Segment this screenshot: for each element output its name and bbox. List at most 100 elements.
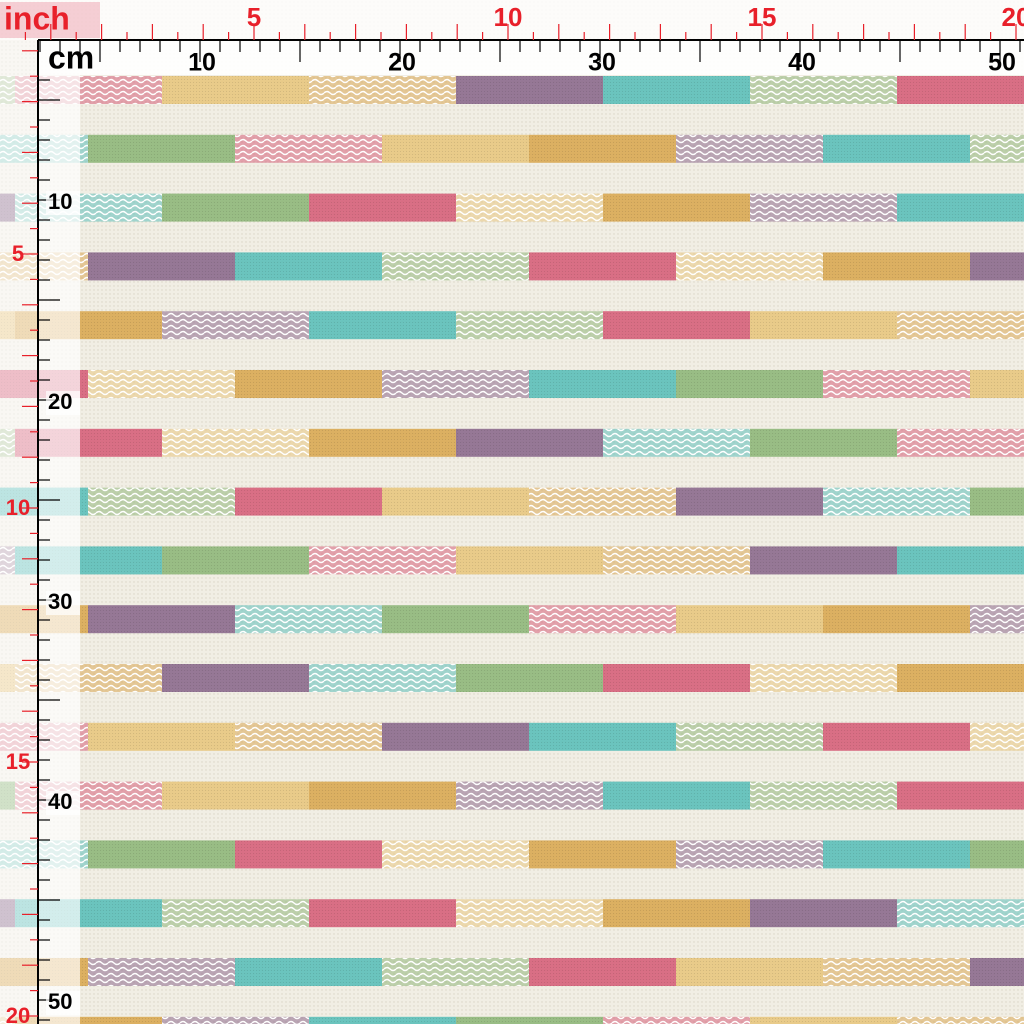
stripe-wave [897,1016,1024,1024]
stripe-dots [529,840,676,869]
stripe-wave [750,781,897,810]
stripe-dots [309,899,456,928]
stripe-dots [823,840,970,869]
inch-label-left: 5 [12,241,24,266]
cm-ruler-band [38,40,1024,75]
stripe-dots [529,958,676,986]
inch-unit-label: inch [4,0,70,36]
stripe-dots [382,722,529,751]
stripe-dots [897,664,1024,692]
stripe-dots [897,193,1024,222]
stripe-wave [309,664,456,692]
stripe-dots [970,958,1024,986]
cm-unit-label: cm [48,39,94,75]
cm-label-bg [46,591,80,615]
stripe-wave [456,311,603,340]
stripe-dots [970,487,1024,516]
stripe-dots [750,428,897,457]
cm-label-bg [46,791,80,815]
stripe-dots [88,840,235,869]
stripe-wave [529,605,676,634]
stripe-wave [676,840,823,869]
cm-label-left: 40 [48,789,72,814]
stripe-dots [235,840,382,869]
stripe-wave [676,252,823,281]
stripe-dots [823,134,970,163]
inch-ruler-band-left [0,40,38,1024]
stripe-wave [235,134,382,163]
stripe-dots [382,605,529,634]
stripe-wave [750,664,897,692]
stripe-wave [88,958,235,986]
cm-label-bg [46,991,80,1015]
inch-ruler-band [0,0,1024,40]
stripe-dots [309,1016,456,1024]
stripe-dots [603,664,750,692]
stripe-dots [15,1016,162,1024]
stripe-wave [897,899,1024,928]
stripe-dots [235,252,382,281]
stripe-dots [309,311,456,340]
stripe-dots [309,781,456,810]
inch-label: 15 [748,2,777,32]
cm-label: 40 [788,49,816,77]
cm-label: 20 [388,49,416,77]
stripe-dots [88,252,235,281]
stripe-dots [235,958,382,986]
stripe-dots [676,958,823,986]
stripe-pattern [0,76,1024,1024]
cm-label-left: 50 [48,989,72,1014]
stripe-wave [382,252,529,281]
stripe-dots [676,370,823,398]
stripe-dots [456,664,603,692]
inch-label-left: 15 [6,749,30,774]
cm-label: 10 [188,49,216,77]
stripe-wave [162,1016,309,1024]
stripe-dots [88,722,235,751]
stripe-dots [529,252,676,281]
stripe-dots [382,487,529,516]
stripe-dots [235,370,382,398]
stripe-wave [456,193,603,222]
stripe-dots [162,76,309,104]
stripe-dots [676,605,823,634]
stripe-wave [382,840,529,869]
stripe-dots [897,546,1024,575]
stripe-wave [162,311,309,340]
stripe-wave [676,722,823,751]
inch-label-left: 20 [6,1003,30,1024]
inch-label: 10 [494,2,523,32]
stripe-dots [309,193,456,222]
stripe-wave [897,428,1024,457]
stripe-dots [897,781,1024,810]
stripe-dots [162,781,309,810]
stripe-dots [162,546,309,575]
cm-label: 50 [988,49,1016,77]
stripe-dots [456,76,603,104]
stripe-wave [897,311,1024,340]
stripe-dots [235,487,382,516]
stripe-wave [529,487,676,516]
stripe-wave [970,605,1024,634]
cm-label-left: 30 [48,589,72,614]
cm-label-left: 20 [48,389,72,414]
inch-label: 20 [1002,2,1024,32]
stripe-dots [88,605,235,634]
stripe-dots [750,311,897,340]
stripe-dots [970,840,1024,869]
stripe-wave [750,76,897,104]
stripe-dots [88,134,235,163]
stripe-dots [529,722,676,751]
stripe-wave [382,370,529,398]
stripe-wave [603,546,750,575]
stripe-dots [676,487,823,516]
cm-label-bg [46,191,80,215]
stripe-wave [823,487,970,516]
stripe-wave [162,428,309,457]
stripe-dots [309,428,456,457]
stripe-wave [235,605,382,634]
stripe-wave [823,370,970,398]
